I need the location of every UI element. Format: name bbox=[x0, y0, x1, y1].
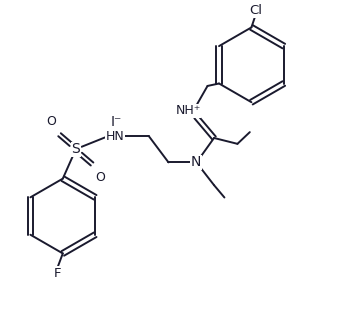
Text: Cl: Cl bbox=[249, 4, 262, 17]
Text: O: O bbox=[47, 115, 56, 128]
Text: O: O bbox=[95, 171, 105, 183]
Text: S: S bbox=[71, 142, 80, 156]
Text: I⁻: I⁻ bbox=[111, 115, 122, 129]
Text: NH⁺: NH⁺ bbox=[175, 105, 201, 117]
Text: HN: HN bbox=[105, 130, 124, 143]
Text: N: N bbox=[191, 155, 201, 169]
Text: F: F bbox=[54, 267, 62, 280]
